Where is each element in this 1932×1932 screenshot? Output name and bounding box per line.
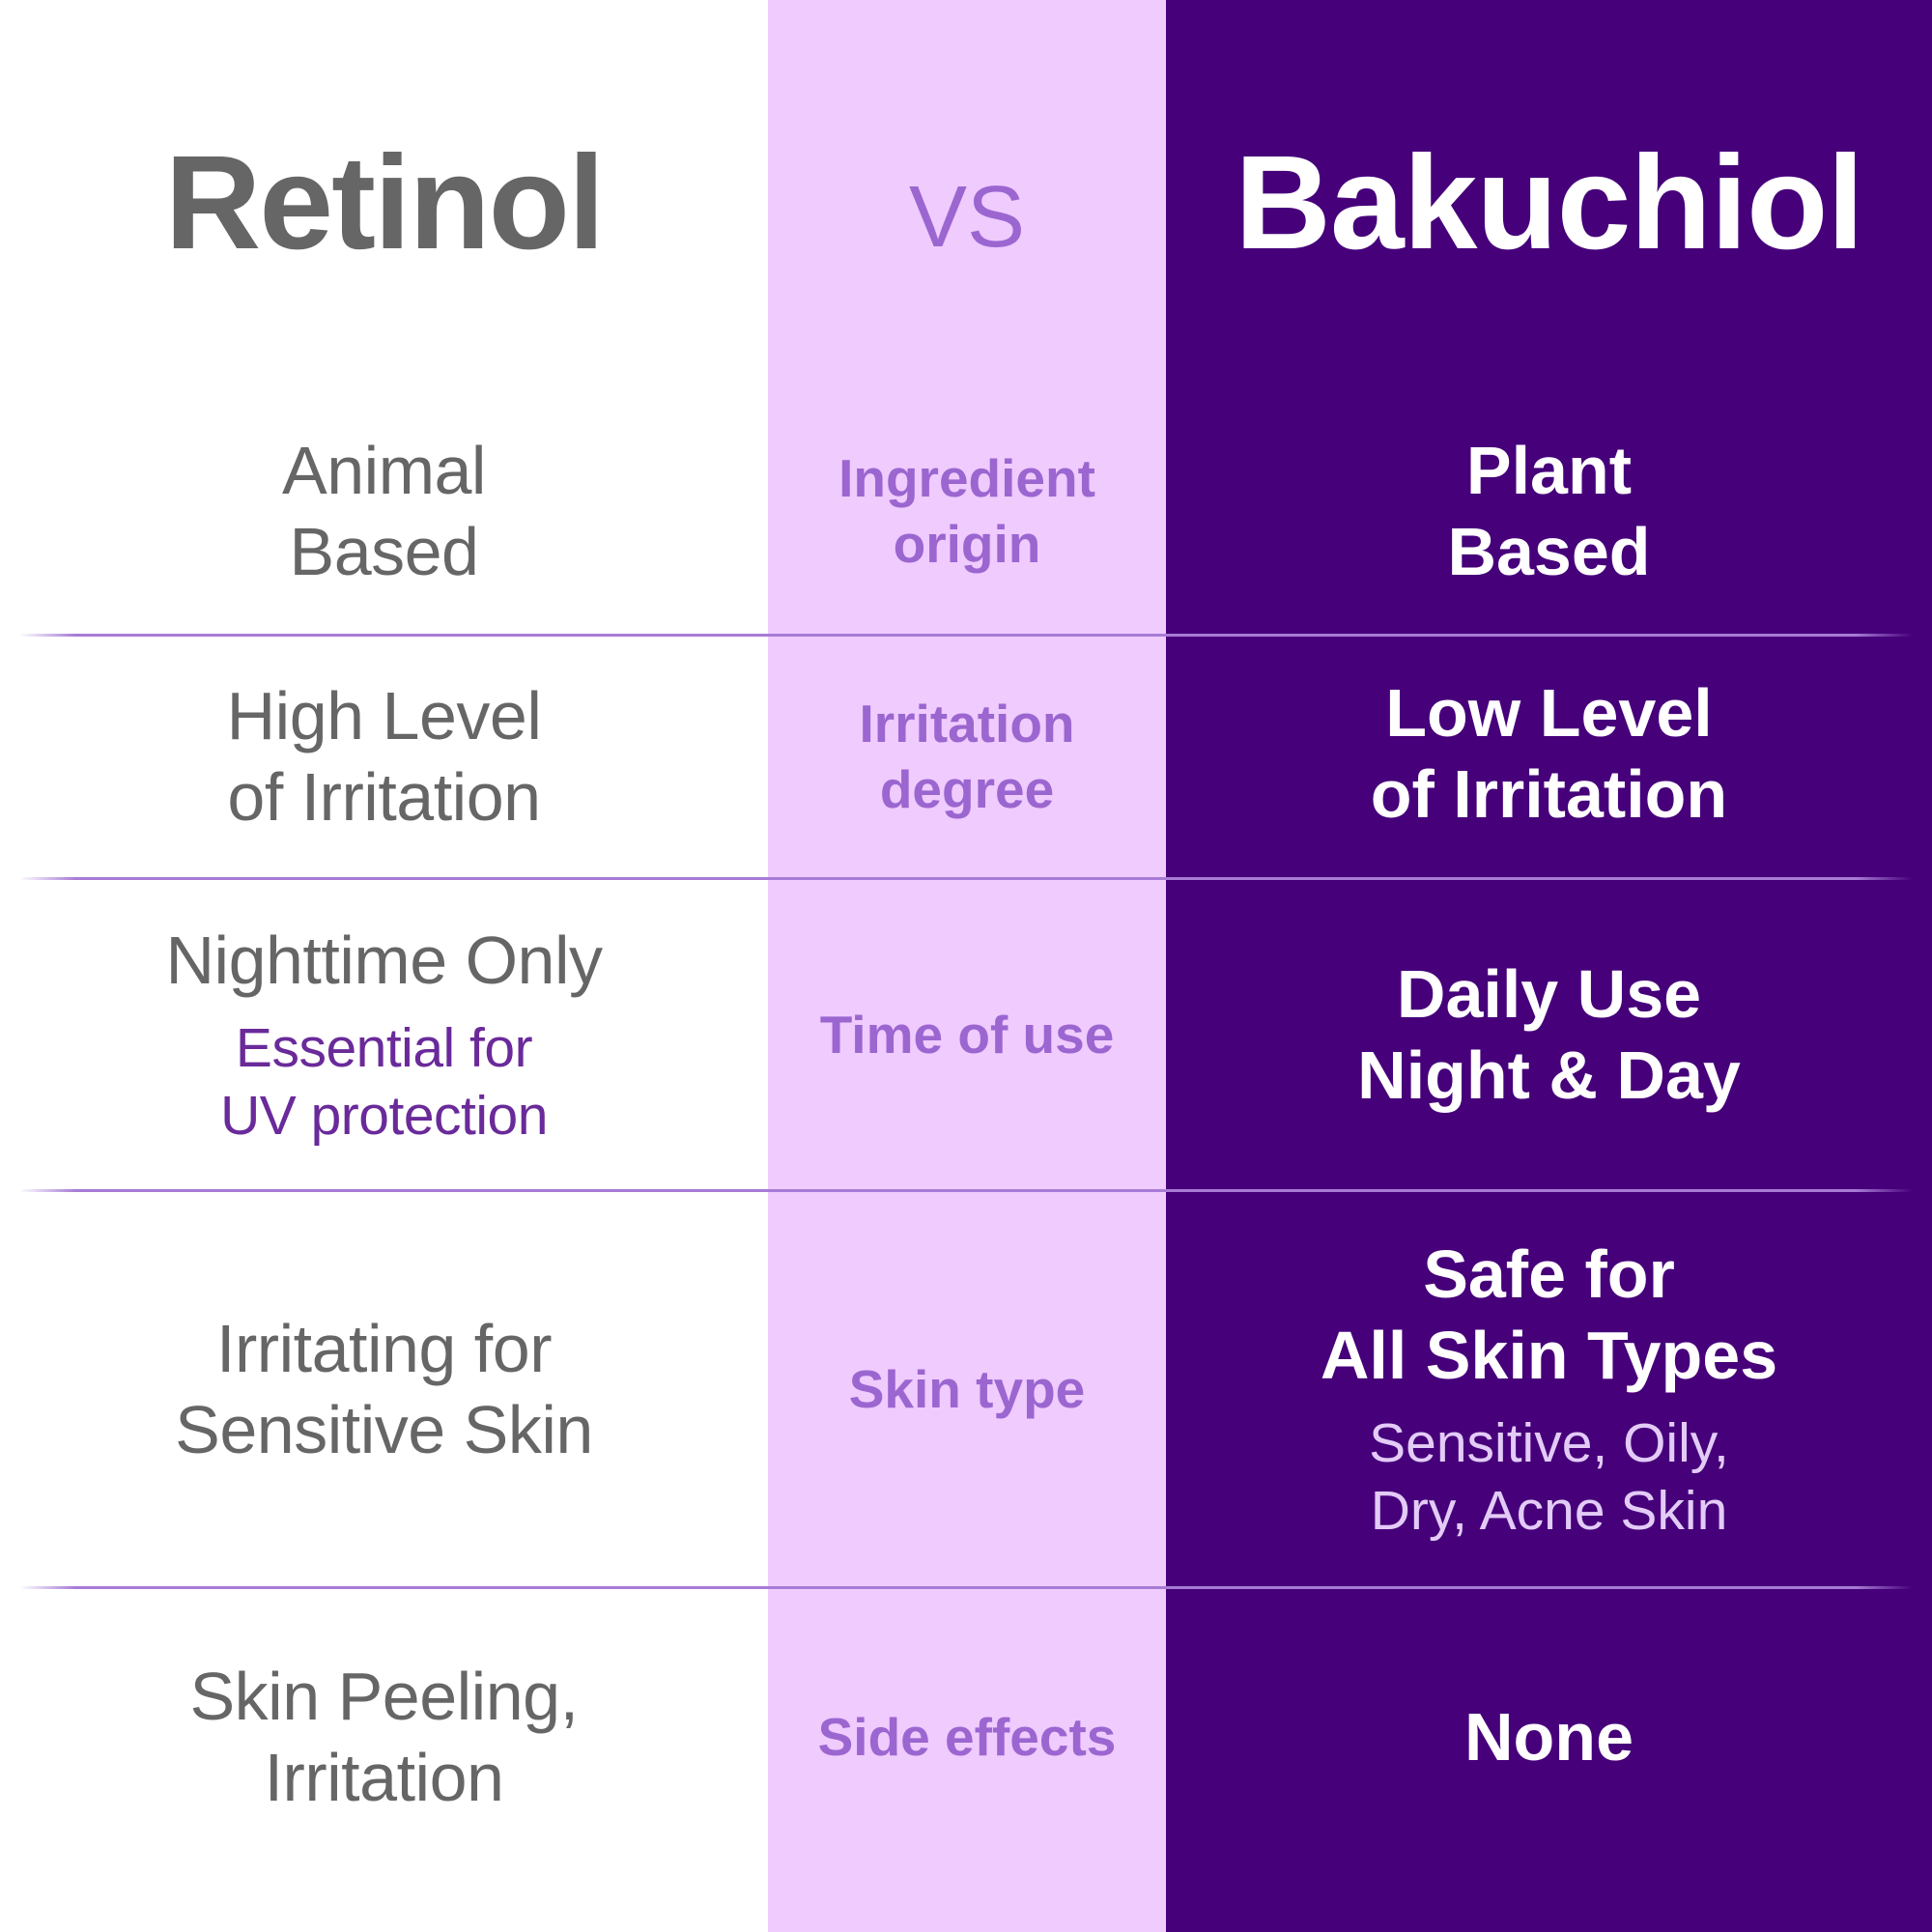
text-line: Irritating for (216, 1310, 553, 1386)
retinol-title: Retinol (164, 128, 606, 277)
text-line: Skin Peeling, (189, 1659, 579, 1734)
retinol-column (0, 0, 768, 1932)
text-line: Based (289, 513, 479, 589)
bakuchiol-title: Bakuchiol (1235, 128, 1863, 277)
bakuchiol-skin-type: Safe for All Skin Types Sensitive, Oily,… (1166, 1190, 1932, 1587)
text-line: Daily Use (1396, 955, 1702, 1032)
label-ingredient-origin: Ingredient origin (768, 386, 1166, 635)
text-line: of Irritation (227, 759, 541, 835)
text-line: Nighttime Only (165, 922, 603, 998)
text-line: Animal (282, 432, 486, 508)
row-divider (19, 877, 1913, 880)
text-line: Sensitive, Oily, (1369, 1411, 1729, 1474)
text-line: None (1464, 1699, 1634, 1775)
category-column (768, 0, 1166, 1932)
text-line: All Skin Types (1320, 1317, 1778, 1393)
text-line: Sensitive Skin (175, 1391, 593, 1467)
text-line: UV protection (220, 1084, 548, 1147)
text-line: Based (1447, 513, 1651, 589)
text-line: Low Level (1385, 674, 1713, 751)
text-line: origin (893, 513, 1041, 574)
bakuchiol-side-effects: None (1166, 1587, 1932, 1887)
text-line: Safe for (1423, 1236, 1675, 1312)
retinol-time-of-use: Nighttime Only Essential for UV protecti… (0, 878, 768, 1190)
text-line: Essential for (235, 1016, 533, 1079)
bakuchiol-skin-types-note: Sensitive, Oily, Dry, Acne Skin (1369, 1409, 1729, 1545)
text-line: Night & Day (1357, 1037, 1741, 1113)
label-irritation-degree: Irritation degree (768, 635, 1166, 878)
row-divider (19, 1189, 1913, 1192)
text-line: Time of use (819, 1004, 1115, 1065)
retinol-skin-type: Irritating for Sensitive Skin (0, 1190, 768, 1587)
label-time-of-use: Time of use (768, 878, 1166, 1190)
text-line: degree (879, 759, 1055, 819)
text-line: Skin type (848, 1358, 1086, 1419)
retinol-uv-note: Essential for UV protection (220, 1014, 548, 1150)
label-skin-type: Skin type (768, 1190, 1166, 1587)
text-line: High Level (226, 678, 542, 753)
retinol-title-cell: Retinol (0, 106, 768, 299)
text-line: Dry, Acne Skin (1370, 1479, 1728, 1542)
row-divider (19, 1586, 1913, 1589)
text-line: Irritation (859, 694, 1075, 753)
bakuchiol-title-cell: Bakuchiol (1166, 106, 1932, 299)
retinol-origin: Animal Based (0, 386, 768, 635)
label-side-effects: Side effects (768, 1587, 1166, 1887)
vs-label-cell: VS (768, 121, 1166, 314)
vs-label: VS (908, 169, 1026, 266)
retinol-side-effects: Skin Peeling, Irritation (0, 1587, 768, 1887)
text-line: Plant (1465, 432, 1633, 508)
bakuchiol-irritation: Low Level of Irritation (1166, 635, 1932, 871)
text-line: Irritation (264, 1740, 504, 1815)
text-line: Ingredient (838, 447, 1095, 508)
text-line: Side effects (817, 1707, 1117, 1767)
text-line: of Irritation (1370, 755, 1728, 832)
bakuchiol-time-of-use: Daily Use Night & Day (1166, 878, 1932, 1190)
bakuchiol-column (1166, 0, 1932, 1932)
retinol-irritation: High Level of Irritation (0, 635, 768, 878)
bakuchiol-origin: Plant Based (1166, 386, 1932, 635)
row-divider (19, 634, 1913, 637)
